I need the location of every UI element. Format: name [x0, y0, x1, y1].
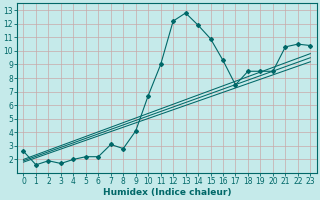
X-axis label: Humidex (Indice chaleur): Humidex (Indice chaleur) — [103, 188, 231, 197]
